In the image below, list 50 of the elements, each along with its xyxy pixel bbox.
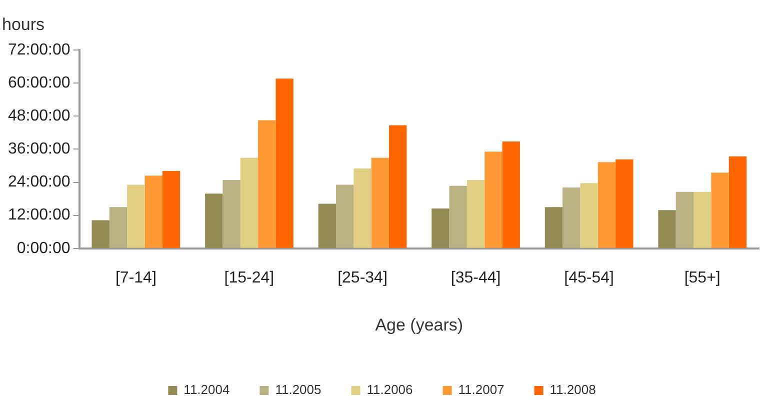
legend-label: 11.2004 bbox=[184, 382, 230, 398]
bar bbox=[694, 192, 712, 248]
y-tick-label: 48:00:00 bbox=[8, 108, 70, 125]
bar bbox=[371, 158, 390, 248]
bar bbox=[598, 162, 616, 248]
bar bbox=[92, 220, 110, 248]
bar bbox=[658, 210, 676, 248]
bar bbox=[389, 125, 407, 248]
bar bbox=[432, 208, 450, 248]
bar bbox=[109, 207, 128, 248]
x-axis-title: Age (years) bbox=[375, 315, 464, 334]
bar bbox=[354, 168, 372, 248]
bar bbox=[205, 194, 223, 248]
y-tick-label: 72:00:00 bbox=[8, 41, 70, 58]
bar bbox=[144, 176, 162, 248]
bar bbox=[484, 152, 502, 248]
bar bbox=[336, 184, 354, 248]
bar bbox=[127, 184, 145, 248]
bar bbox=[466, 180, 485, 248]
y-tick-label: 24:00:00 bbox=[8, 174, 70, 191]
bar bbox=[258, 120, 276, 248]
legend-label: 11.2005 bbox=[275, 382, 322, 398]
bar bbox=[728, 156, 747, 248]
legend-label: 11.2006 bbox=[366, 382, 413, 398]
y-tick-label: 60:00:00 bbox=[8, 74, 70, 92]
bar bbox=[711, 172, 729, 248]
x-tick-label: [55+] bbox=[684, 269, 720, 286]
legend-label: 11.2007 bbox=[458, 382, 504, 398]
x-tick-label: [7-14] bbox=[115, 269, 156, 286]
x-tick-label: [45-54] bbox=[564, 269, 614, 286]
y-tick-label: 12:00:00 bbox=[8, 206, 70, 224]
y-tick-label: 0:00:00 bbox=[16, 240, 70, 257]
x-tick-label: [15-24] bbox=[224, 269, 274, 286]
bar bbox=[240, 158, 258, 248]
x-tick-label: [35-44] bbox=[450, 269, 501, 286]
bar bbox=[580, 183, 598, 248]
bar bbox=[562, 188, 580, 248]
bar bbox=[616, 159, 634, 248]
bar bbox=[222, 180, 240, 248]
y-tick-label: 36:00:00 bbox=[8, 140, 70, 158]
bar bbox=[676, 192, 694, 248]
bar bbox=[544, 207, 563, 248]
legend-label: 11.2008 bbox=[550, 382, 596, 398]
x-tick-label: [25-34] bbox=[338, 269, 388, 286]
bar bbox=[162, 170, 180, 248]
y-axis-title: hours bbox=[2, 15, 45, 34]
bar bbox=[276, 78, 294, 248]
bar bbox=[449, 186, 467, 248]
bar bbox=[502, 141, 520, 248]
bar bbox=[318, 204, 336, 248]
